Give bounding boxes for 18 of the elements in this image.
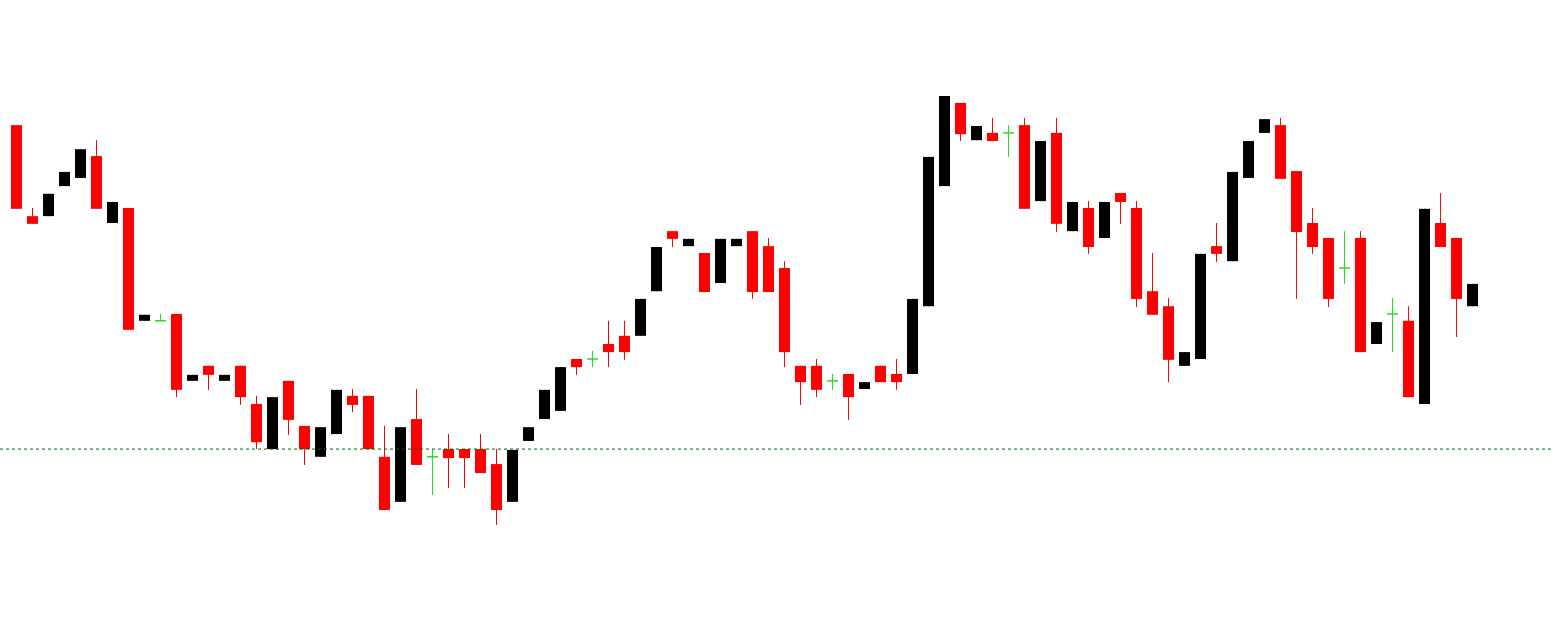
candlestick: [891, 358, 903, 391]
candlestick: [426, 448, 439, 496]
candlestick: [1002, 124, 1015, 158]
candlestick: [1211, 222, 1223, 263]
candlestick: [459, 448, 471, 489]
candlestick: [619, 320, 631, 361]
candlestick: [603, 320, 615, 368]
candlestick: [795, 365, 807, 406]
candlestick: [1386, 297, 1399, 353]
candlestick: [1338, 230, 1351, 285]
candlestick: [203, 365, 215, 391]
candlestick: [843, 373, 855, 421]
candlestick: [1147, 252, 1159, 316]
candlestick: [347, 388, 359, 413]
candlestick: [299, 425, 311, 466]
candlestick: [1371, 321, 1383, 345]
candlestick: [1115, 192, 1127, 225]
candlestick: [443, 433, 455, 489]
